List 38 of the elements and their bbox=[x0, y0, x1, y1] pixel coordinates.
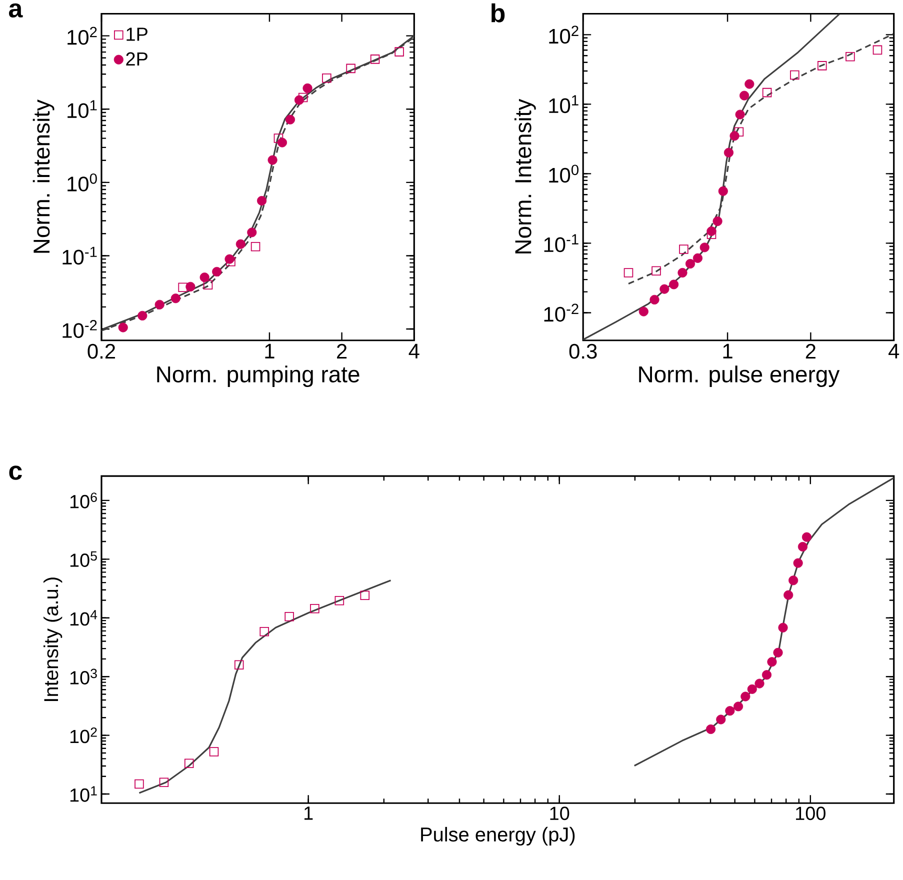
chart-title: b bbox=[492, 3, 505, 22]
y-tick-label: 10$^{1}$ bbox=[70, 786, 97, 802]
y-tick-label: 10$^{1}$ bbox=[68, 100, 97, 118]
y-tick-label: 10$^{2}$ bbox=[549, 26, 578, 44]
y-tick-label: 10$^{2}$ bbox=[68, 26, 97, 45]
y-axis-title: Norm. Intensity bbox=[514, 98, 536, 254]
y-axis-title: Intensity (a.u.) bbox=[44, 578, 62, 701]
y-tick-label: 10$^{-2}$ bbox=[544, 304, 578, 322]
x-tick-label: 4 bbox=[408, 344, 420, 358]
y-tick-label: 10$^{-2}$ bbox=[62, 320, 97, 338]
x-tick-label: 1 bbox=[723, 344, 732, 358]
legend-label: 2P bbox=[126, 52, 148, 66]
y-tick-label: 10$^{2}$ bbox=[70, 727, 97, 744]
y-tick-label: 10$^{5}$ bbox=[70, 551, 97, 567]
x-axis-title: Norm. pumping rate bbox=[157, 365, 360, 387]
x-tick-label: 0.3 bbox=[569, 344, 597, 359]
y-axis-title: Norm. intensity bbox=[32, 99, 54, 253]
y-tick-label: 10$^{-1}$ bbox=[544, 234, 578, 252]
chart-title: a bbox=[8, 3, 23, 18]
y-tick-label: 10$^{0}$ bbox=[549, 164, 579, 183]
legend-label: 1P bbox=[126, 28, 148, 41]
x-tick-label: 2 bbox=[806, 344, 816, 358]
x-tick-label: 100 bbox=[796, 806, 826, 820]
x-tick-label: 1 bbox=[304, 806, 313, 820]
x-axis-title: Norm. pulse energy bbox=[639, 365, 840, 387]
y-tick-label: 10$^{1}$ bbox=[549, 95, 578, 113]
y-tick-label: 10$^{4}$ bbox=[70, 610, 98, 626]
x-axis-title: Pulse energy (pJ) bbox=[421, 826, 575, 846]
x-tick-label: 10 bbox=[550, 806, 570, 820]
y-tick-label: 10$^{6}$ bbox=[70, 492, 97, 508]
x-tick-label: 4 bbox=[888, 344, 900, 358]
chart-title: c bbox=[9, 466, 22, 480]
x-tick-label: 1 bbox=[265, 344, 274, 358]
y-tick-label: 10$^{0}$ bbox=[68, 173, 97, 192]
x-tick-label: 2 bbox=[337, 344, 347, 358]
y-tick-label: 10$^{3}$ bbox=[70, 668, 97, 684]
x-tick-label: 0.2 bbox=[88, 344, 115, 359]
y-tick-label: 10$^{-1}$ bbox=[62, 246, 97, 265]
